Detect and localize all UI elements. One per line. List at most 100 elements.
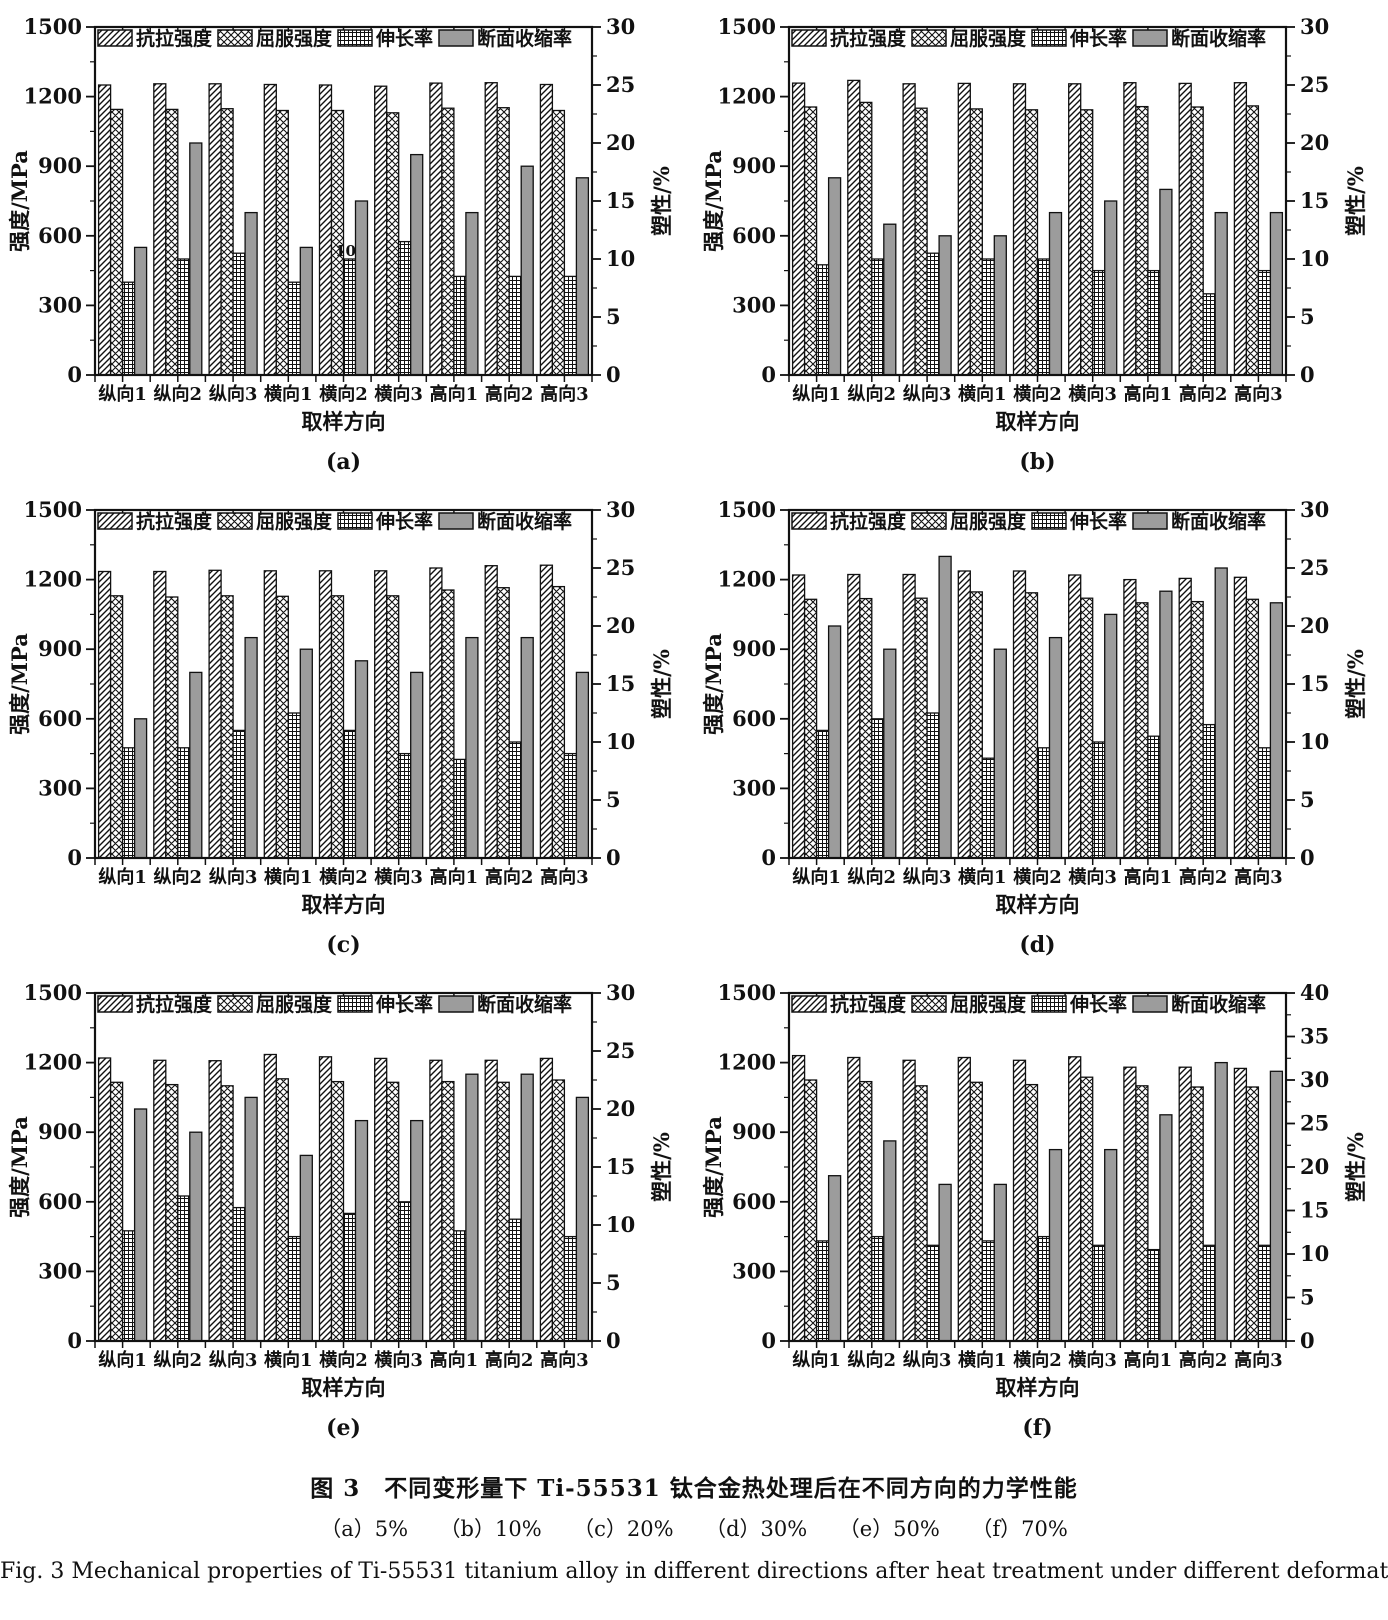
panel-label: (f) — [1022, 1415, 1052, 1441]
bar — [563, 275, 578, 376]
bar — [109, 108, 124, 376]
x-axis-title: 取样方向 — [996, 409, 1080, 434]
bar — [177, 258, 191, 376]
svg-text:20: 20 — [1300, 1154, 1329, 1179]
svg-text:纵向1: 纵向1 — [792, 383, 841, 405]
bar — [914, 1085, 928, 1342]
svg-text:高向2: 高向2 — [485, 866, 534, 888]
bar — [429, 1059, 443, 1342]
series-断面收缩率 — [133, 142, 590, 376]
legend-label: 抗拉强度 — [136, 510, 213, 533]
bar — [938, 235, 952, 376]
svg-text:5: 5 — [606, 1270, 621, 1295]
bar — [244, 1096, 258, 1342]
bar — [1080, 1076, 1094, 1342]
bar — [177, 747, 191, 859]
svg-text:高向2: 高向2 — [1179, 866, 1228, 888]
bar — [299, 1154, 313, 1342]
y-axis-left — [780, 509, 789, 859]
bar — [263, 570, 277, 859]
x-axis-title: 取样方向 — [302, 409, 386, 434]
svg-text:300: 300 — [38, 1258, 82, 1283]
legend: 抗拉强度 屈服强度 伸长率 断面收缩率 — [791, 510, 1266, 533]
series-伸长率 — [121, 1195, 578, 1342]
bar — [914, 597, 928, 859]
legend-swatch-伸长率 — [337, 512, 373, 530]
y-axis-right — [1286, 992, 1295, 1342]
svg-text:30: 30 — [606, 980, 635, 1005]
legend-swatch-抗拉强度 — [791, 512, 827, 530]
y-axis-left-labels: 0 300 600 900 1200 1500 — [718, 14, 776, 387]
chart-panel-c: 0 300 600 900 1200 1500 0 5 10 15 20 25 30 纵向1 纵向2 纵向3 横… — [0, 483, 694, 966]
panel-label: (a) — [326, 449, 361, 475]
svg-text:横向1: 横向1 — [958, 1349, 1007, 1371]
series-伸长率 — [121, 240, 578, 376]
chart-panel-d: 0 300 600 900 1200 1500 0 5 10 15 20 25 30 纵向1 纵向2 纵向3 横… — [694, 483, 1388, 966]
bar — [189, 1131, 203, 1342]
bar — [153, 1059, 167, 1342]
bar — [1190, 106, 1204, 376]
svg-text:10: 10 — [1300, 1241, 1329, 1266]
bar — [287, 712, 301, 859]
bar — [1202, 723, 1216, 859]
svg-text:0: 0 — [606, 845, 621, 870]
legend-label: 伸长率 — [1069, 993, 1127, 1016]
svg-text:300: 300 — [732, 775, 776, 800]
bar — [1178, 1066, 1192, 1342]
y-axis-title-left: 强度/MPa — [701, 633, 726, 735]
bar — [827, 1175, 842, 1342]
bar — [263, 83, 277, 376]
bar — [1036, 1235, 1051, 1342]
x-axis-labels: 纵向1 纵向2 纵向3 横向1 横向2 横向3 高向1 高向2 高向3 — [98, 1349, 588, 1371]
svg-text:1500: 1500 — [24, 980, 82, 1005]
bar — [1257, 747, 1272, 859]
bar — [871, 718, 885, 859]
legend-swatch-屈服强度 — [911, 29, 947, 47]
y-axis-title-right: 塑性/% — [649, 166, 674, 236]
y-axis-right — [592, 509, 601, 859]
bar-chart-(b): 0 300 600 900 1200 1500 0 5 10 15 20 25 30 纵向1 纵向2 纵向3 横… — [701, 14, 1368, 475]
legend-label: 屈服强度 — [256, 27, 333, 50]
svg-text:纵向1: 纵向1 — [98, 866, 147, 888]
legend-swatch-伸长率 — [337, 29, 373, 47]
svg-text:纵向3: 纵向3 — [903, 866, 952, 888]
svg-text:高向1: 高向1 — [430, 1349, 479, 1371]
svg-text:1500: 1500 — [24, 14, 82, 39]
svg-text:5: 5 — [1300, 1285, 1315, 1310]
bar — [1233, 576, 1248, 859]
bar — [1159, 1114, 1173, 1342]
bar — [275, 595, 289, 859]
svg-text:20: 20 — [1300, 613, 1329, 638]
svg-text:横向1: 横向1 — [264, 866, 313, 888]
svg-text:横向1: 横向1 — [264, 383, 313, 405]
bar — [815, 729, 830, 859]
bar — [1024, 109, 1039, 376]
x-axis-labels: 纵向1 纵向2 纵向3 横向1 横向2 横向3 高向1 高向2 高向3 — [792, 1349, 1282, 1371]
bar — [1245, 105, 1260, 376]
y-axis-title-right: 塑性/% — [1343, 166, 1368, 236]
bar — [883, 648, 897, 859]
legend-label: 伸长率 — [375, 510, 433, 533]
legend-label: 抗拉强度 — [136, 993, 213, 1016]
bar — [938, 555, 952, 859]
chart-panel-e: 0 300 600 900 1200 1500 0 5 10 15 20 25 30 纵向1 纵向2 纵向3 横… — [0, 966, 694, 1449]
svg-text:25: 25 — [1300, 1111, 1329, 1136]
bar — [993, 648, 1007, 859]
svg-text:30: 30 — [1300, 497, 1329, 522]
bar — [1036, 747, 1051, 859]
svg-text:纵向1: 纵向1 — [792, 866, 841, 888]
bar — [386, 595, 400, 859]
svg-text:1500: 1500 — [718, 14, 776, 39]
svg-text:30: 30 — [606, 14, 635, 39]
bar — [342, 729, 357, 859]
bar — [318, 84, 333, 376]
bar — [575, 1096, 590, 1342]
bar — [1135, 1085, 1149, 1342]
series-屈服强度 — [109, 1078, 566, 1342]
y-axis-left-labels: 0 300 600 900 1200 1500 — [718, 497, 776, 870]
y-axis-left-labels: 0 300 600 900 1200 1500 — [24, 14, 82, 387]
x-axis-labels: 纵向1 纵向2 纵向3 横向1 横向2 横向3 高向1 高向2 高向3 — [98, 866, 588, 888]
svg-text:5: 5 — [1300, 304, 1315, 329]
svg-text:40: 40 — [1300, 980, 1329, 1005]
bar — [1068, 83, 1082, 376]
